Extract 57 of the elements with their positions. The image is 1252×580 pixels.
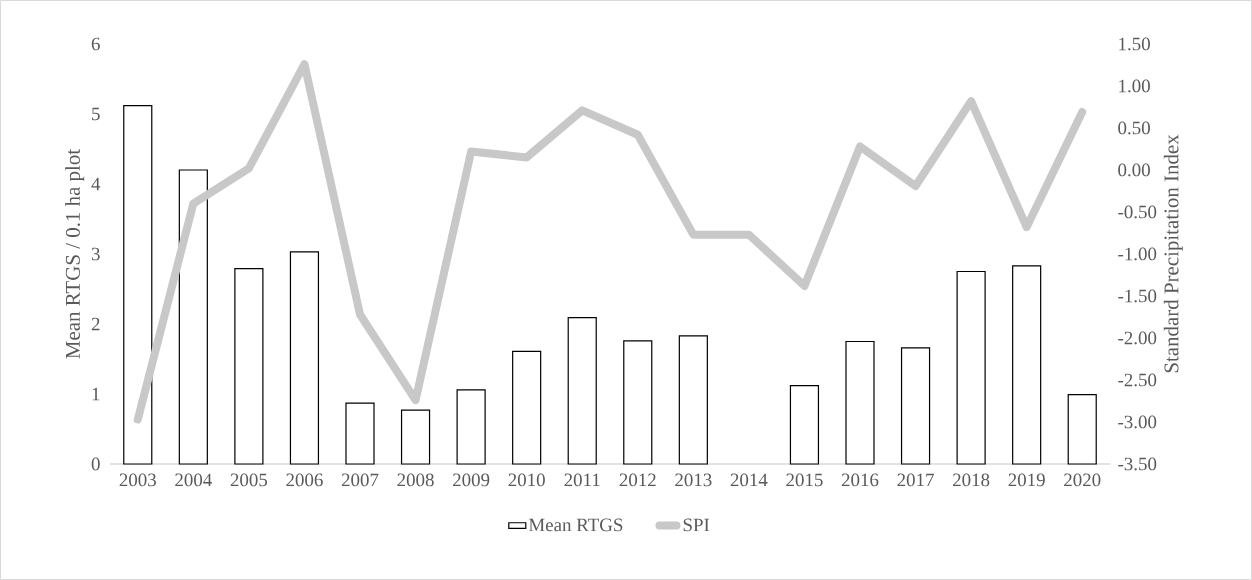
y-tick-label: 2 <box>91 317 100 331</box>
x-tick-label: 2009 <box>453 473 490 487</box>
y2-tick-label: -2.50 <box>1118 373 1157 387</box>
x-tick-label: 2007 <box>341 473 379 487</box>
x-tick-label: 2015 <box>786 473 823 487</box>
x-tick-label: 2019 <box>1008 473 1045 487</box>
bar <box>1067 394 1097 465</box>
x-tick-label: 2010 <box>508 473 545 487</box>
bar <box>345 402 375 465</box>
x-tick-label: 2012 <box>619 473 656 487</box>
y-tick-label: 3 <box>91 247 100 261</box>
x-tick-label: 2006 <box>286 473 323 487</box>
bar <box>678 335 708 465</box>
x-tick-label: 2011 <box>564 473 600 487</box>
x-tick-label: 2016 <box>841 473 879 487</box>
y2-tick-label: -1.00 <box>1118 247 1157 261</box>
bar <box>512 350 542 465</box>
x-tick-label: 2013 <box>675 473 712 487</box>
bar <box>400 409 431 465</box>
x-tick-label: 2014 <box>730 473 768 487</box>
y-axis-title: Mean RTGS / 0.1 ha plot <box>65 149 85 359</box>
x-tick-label: 2004 <box>175 473 212 487</box>
legend-label: Mean RTGS <box>528 518 623 532</box>
legend-label: SPI <box>683 518 710 532</box>
x-tick-label: 2008 <box>397 473 434 487</box>
y2-tick-label: -3.00 <box>1118 415 1157 429</box>
x-tick-label: 2018 <box>953 473 990 487</box>
y2-tick-label: -1.50 <box>1118 289 1157 303</box>
bar <box>178 169 208 465</box>
bar <box>234 268 264 465</box>
y2-tick-label: 0.00 <box>1118 163 1150 177</box>
y2-tick-label: 1.00 <box>1119 79 1150 93</box>
bar <box>845 340 875 465</box>
y-tick-label: 5 <box>92 107 100 121</box>
y2-tick-label: -3.50 <box>1118 457 1157 471</box>
x-tick-label: 2003 <box>119 473 156 487</box>
bar <box>956 270 986 465</box>
bar <box>623 340 653 465</box>
y2-axis-title: Standard Precipitation Index <box>1163 134 1183 373</box>
bar <box>900 347 931 465</box>
y2-tick-label: -0.50 <box>1118 205 1157 219</box>
bar <box>1012 265 1042 465</box>
y2-tick-label: 1.50 <box>1119 37 1150 51</box>
bar <box>789 385 820 465</box>
x-tick-label: 2005 <box>230 473 268 487</box>
y2-tick-label: -2.00 <box>1118 331 1157 345</box>
y-tick-label: 6 <box>91 37 100 51</box>
bar <box>123 104 153 465</box>
bar <box>456 389 486 465</box>
bar <box>567 317 597 465</box>
x-tick-label: 2017 <box>897 473 934 487</box>
y-tick-label: 1 <box>92 387 100 401</box>
y-tick-label: 4 <box>91 177 101 191</box>
y2-tick-label: 0.50 <box>1118 121 1150 135</box>
x-tick-label: 2020 <box>1064 473 1101 487</box>
y-tick-label: 0 <box>91 457 100 471</box>
bar <box>289 251 320 465</box>
